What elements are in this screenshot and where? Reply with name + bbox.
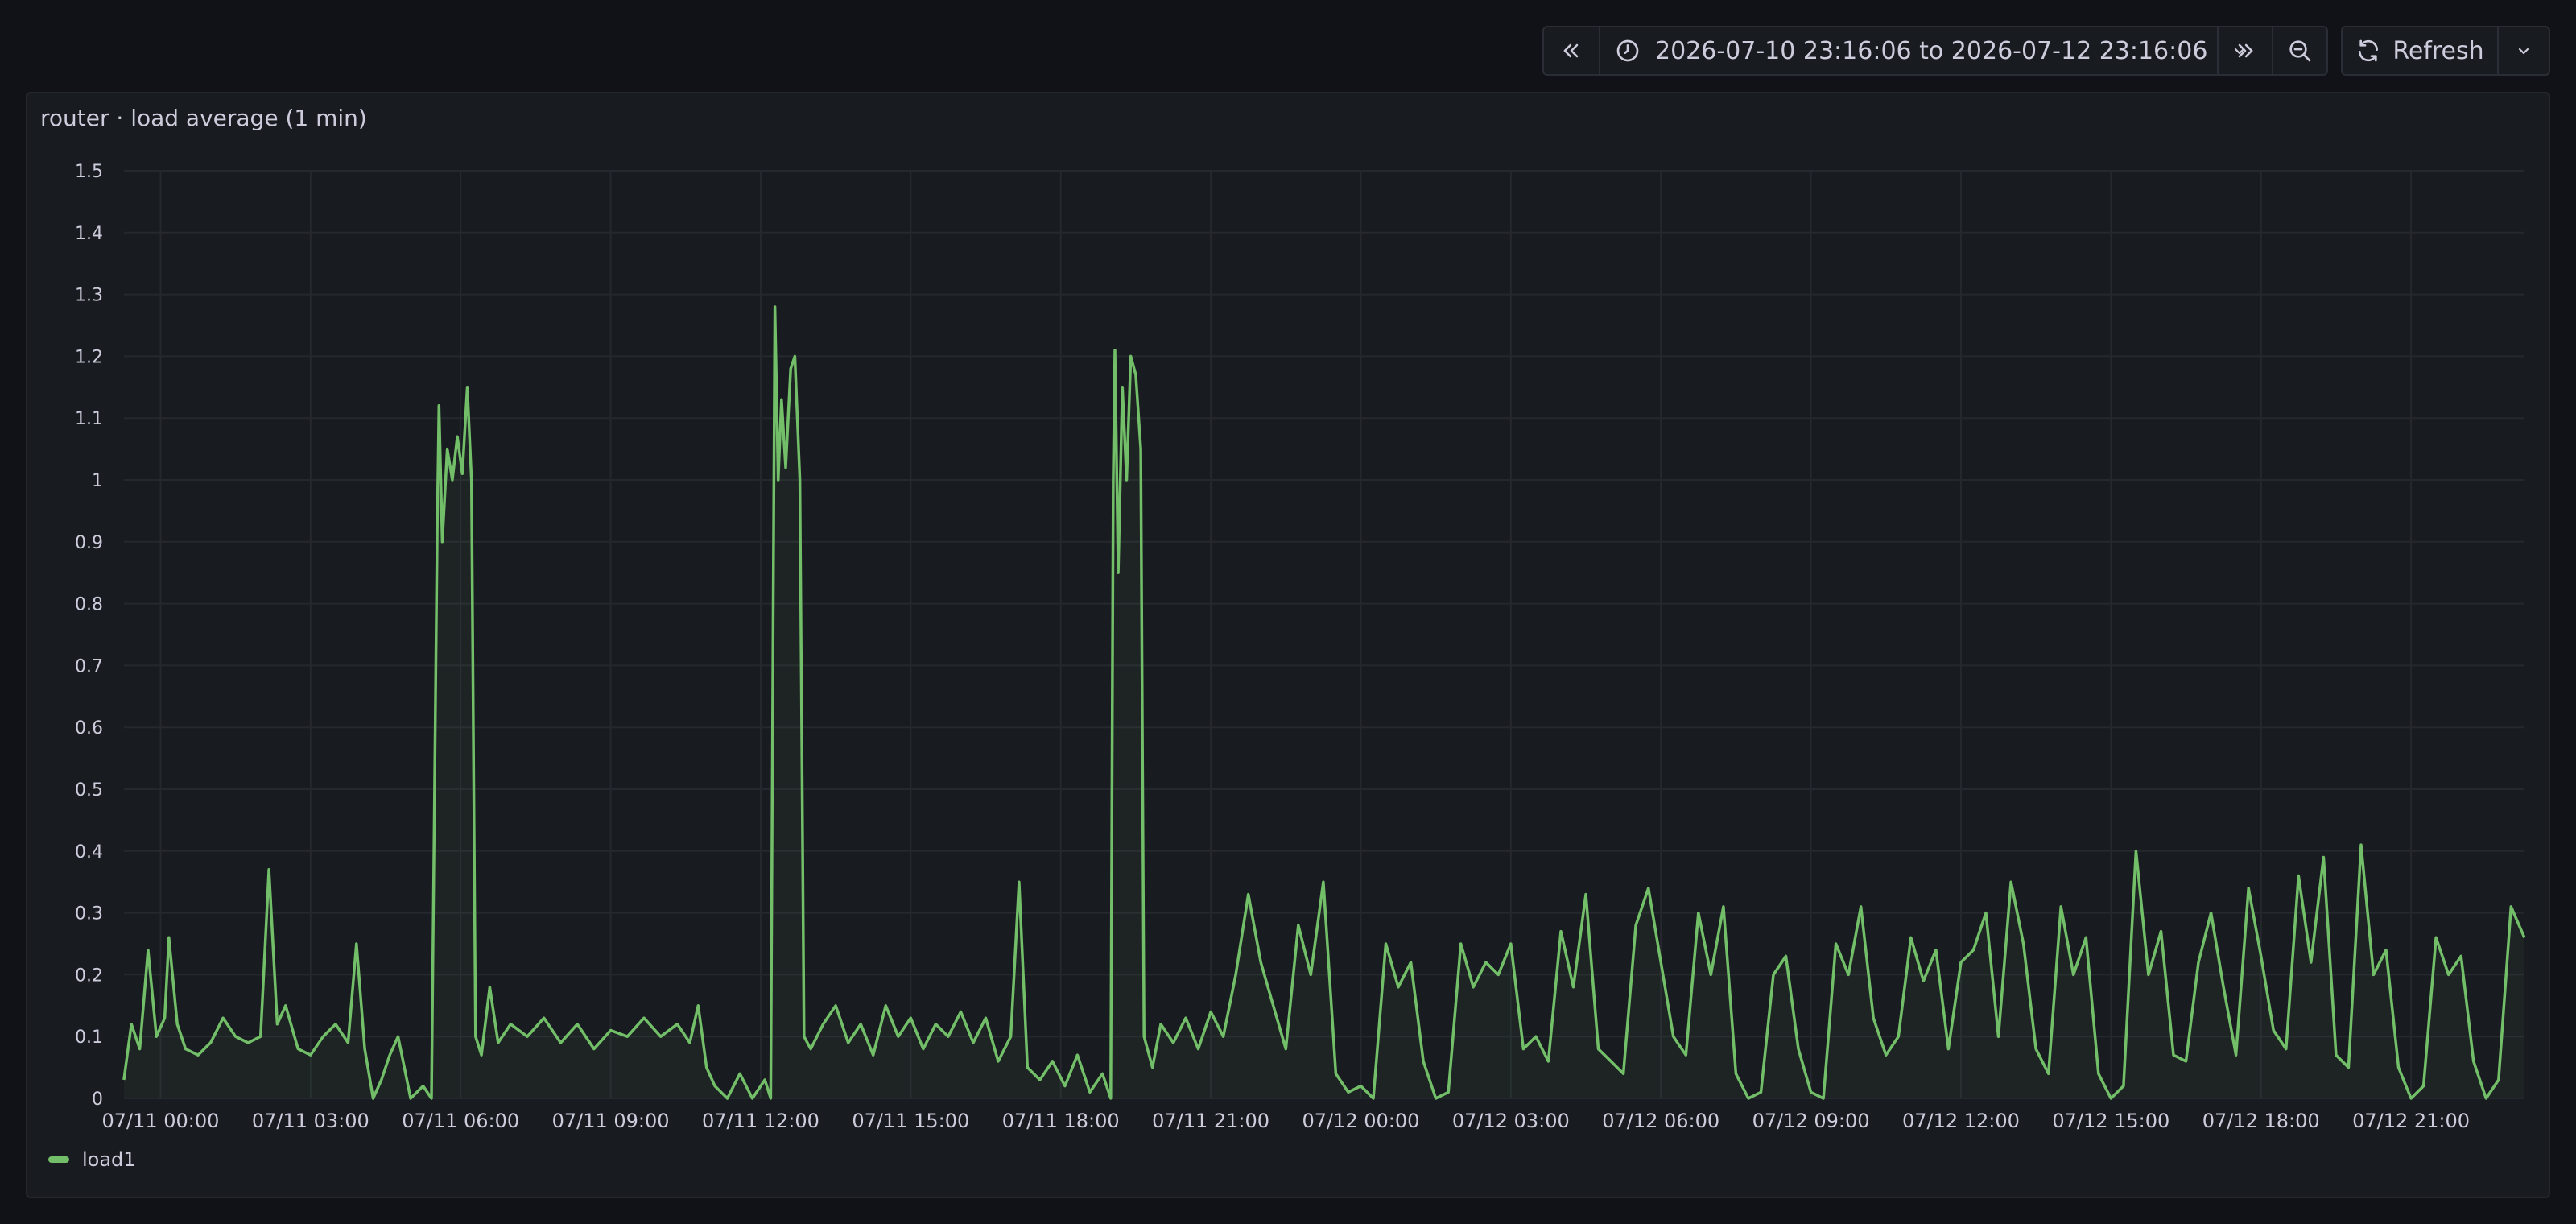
- chevrons-left-icon: [1560, 39, 1583, 62]
- y-tick-label: 1.3: [75, 286, 103, 306]
- zoom-out-icon: [2287, 38, 2313, 64]
- x-tick-label: 07/11 00:00: [101, 1110, 219, 1132]
- series-layer: [122, 305, 2526, 1100]
- y-tick-label: 0.7: [75, 656, 103, 676]
- y-tick-label: 0.4: [75, 842, 103, 862]
- y-tick-label: 1.4: [75, 224, 103, 244]
- y-tick-label: 0.5: [75, 780, 103, 800]
- y-tick-label: 0.3: [75, 904, 103, 924]
- legend[interactable]: load1: [48, 1148, 136, 1171]
- y-tick-label: 1.5: [75, 162, 103, 182]
- zoom-out-button[interactable]: [2272, 27, 2326, 74]
- x-tick-label: 07/12 00:00: [1302, 1110, 1419, 1132]
- x-tick-label: 07/11 06:00: [402, 1110, 519, 1132]
- refresh-group: Refresh: [2341, 26, 2550, 76]
- x-tick-label: 07/12 18:00: [2202, 1110, 2320, 1132]
- y-axis-labels: 0 0.1 0.2 0.3 0.4 0.5 0.6 0.7 0.8 0.9 1 1.1 1.2 1.3 1.…: [75, 162, 103, 1110]
- x-tick-label: 07/11 03:00: [252, 1110, 369, 1132]
- y-tick-label: 0.8: [75, 595, 103, 615]
- chevron-down-icon: [2230, 41, 2249, 60]
- time-back-button[interactable]: [1544, 27, 1599, 74]
- y-tick-label: 0.9: [75, 533, 103, 553]
- legend-swatch: [48, 1156, 69, 1163]
- x-tick-label: 07/12 12:00: [1902, 1110, 2020, 1132]
- x-tick-label: 07/11 09:00: [552, 1110, 670, 1132]
- x-tick-label: 07/11 12:00: [702, 1110, 819, 1132]
- y-tick-label: 0.1: [75, 1028, 103, 1048]
- chart-panel: router · load average (1 min) 0 0.1 0.2 0.3…: [26, 92, 2550, 1198]
- y-tick-label: 0.6: [75, 718, 103, 738]
- time-forward-button[interactable]: [2217, 27, 2272, 74]
- x-tick-label: 07/11 15:00: [852, 1110, 969, 1132]
- chevron-down-icon: [2514, 41, 2533, 60]
- load-chart[interactable]: 0 0.1 0.2 0.3 0.4 0.5 0.6 0.7 0.8 0.9 1 1.1 1.2 1.3 1.…: [27, 93, 2552, 1200]
- x-tick-label: 07/12 06:00: [1602, 1110, 1719, 1132]
- legend-label-load1: load1: [82, 1148, 136, 1171]
- y-tick-label: 1.2: [75, 347, 103, 367]
- refresh-icon: [2355, 38, 2381, 64]
- x-tick-label: 07/11 21:00: [1152, 1110, 1269, 1132]
- time-navigation-group: 2026-07-10 23:16:06 to 2026-07-12 23:16:…: [1542, 26, 2328, 76]
- panel-title[interactable]: router · load average (1 min): [40, 105, 367, 131]
- clock-icon: [1615, 38, 1641, 64]
- time-range-picker[interactable]: 2026-07-10 23:16:06 to 2026-07-12 23:16:…: [1599, 27, 2245, 74]
- x-tick-label: 07/12 03:00: [1452, 1110, 1570, 1132]
- y-tick-label: 0.2: [75, 966, 103, 986]
- time-range-label: 2026-07-10 23:16:06 to 2026-07-12 23:16:…: [1655, 36, 2208, 65]
- x-tick-label: 07/12 09:00: [1752, 1110, 1870, 1132]
- refresh-interval-dropdown[interactable]: [2497, 27, 2549, 74]
- x-tick-label: 07/12 21:00: [2352, 1110, 2470, 1132]
- y-tick-label: 0: [92, 1090, 103, 1110]
- chevrons-right-icon: [2234, 39, 2256, 62]
- x-axis-labels: 07/11 00:00 07/11 03:00 07/11 06:00 07/11 0…: [101, 1110, 2470, 1132]
- y-tick-label: 1.1: [75, 409, 103, 429]
- x-tick-label: 07/12 15:00: [2052, 1110, 2169, 1132]
- series-area-load1: [123, 307, 2524, 1098]
- y-tick-label: 1: [92, 471, 103, 491]
- refresh-button[interactable]: Refresh: [2343, 27, 2497, 74]
- x-tick-label: 07/11 18:00: [1002, 1110, 1120, 1132]
- refresh-label: Refresh: [2392, 36, 2484, 65]
- series-line-load1: [122, 305, 2526, 1100]
